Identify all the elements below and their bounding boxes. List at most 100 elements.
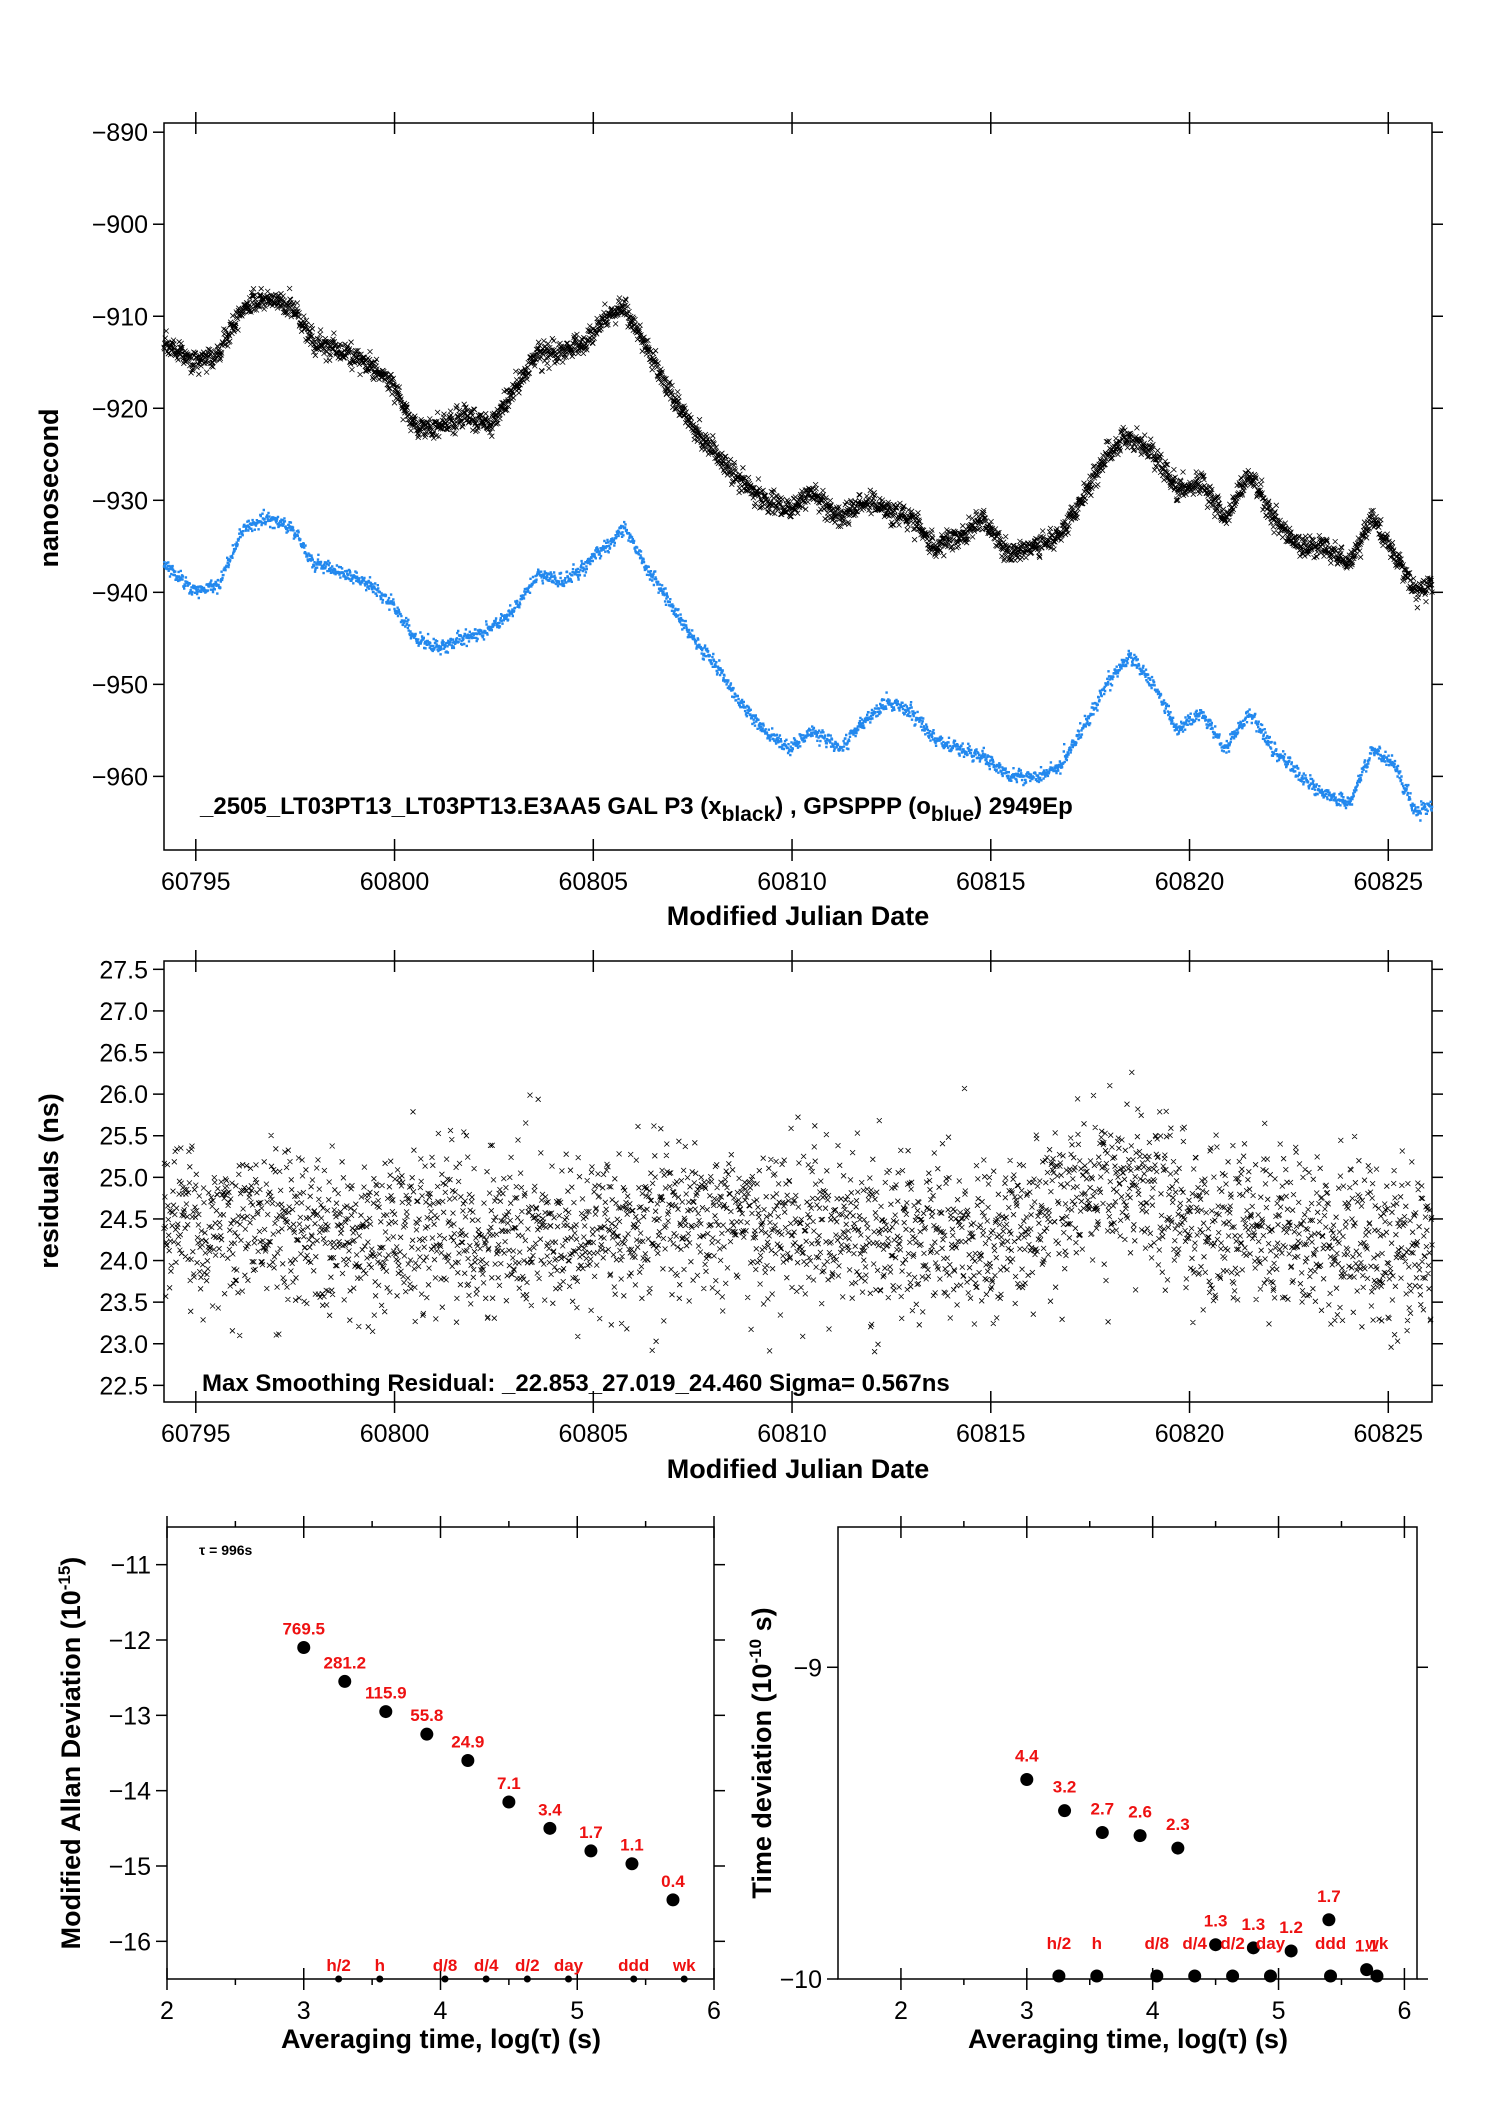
tdev-x-tick-labels: 2 3 4 5 6 — [894, 1997, 1411, 2025]
x-tick-label: 60815 — [956, 1420, 1026, 1448]
mdev-point — [297, 1641, 311, 1655]
x-tick-label: 6 — [1397, 1997, 1411, 2025]
residuals-series — [161, 1069, 1435, 1355]
x-tick-label: 60810 — [757, 1420, 827, 1448]
mdev-point — [420, 1727, 434, 1741]
tdev-point-label: 1.7 — [1317, 1887, 1341, 1906]
tdev-point-label: 2.3 — [1166, 1815, 1190, 1834]
y-tick-label: 23.5 — [99, 1289, 148, 1317]
y-tick-label: −15 — [109, 1853, 151, 1881]
tdev-points: 4.4 3.2 2.7 2.6 2.3 1.3 1.3 1.2 1.7 1.1 — [1015, 1746, 1378, 1977]
y-tick-label: 25.0 — [99, 1164, 148, 1192]
tdev-reference-label: d/8 — [1145, 1934, 1170, 1953]
residuals-y-tick-labels: 22.5 23.0 23.5 24.0 24.5 25.0 25.5 26.0 26.5 27.0… — [99, 956, 148, 1400]
caption-prefix: _2505_LT03PT13_LT03PT13.E3AA5 GAL P3 (x — [199, 793, 722, 820]
mdev-y-label-exp: -15 — [55, 1566, 74, 1591]
mdev-point — [379, 1705, 393, 1719]
mdev-point-label: 3.4 — [538, 1800, 562, 1819]
mdev-point — [625, 1857, 639, 1871]
mdev-reference-label: d/4 — [474, 1956, 499, 1975]
mdev-reference-dot — [680, 1975, 688, 1983]
tdev-point-label: 3.2 — [1053, 1778, 1077, 1797]
tdev-reference-label: d/4 — [1182, 1934, 1207, 1953]
x-tick-label: 2 — [894, 1997, 908, 2025]
mdev-point — [461, 1754, 475, 1768]
x-tick-label: 4 — [434, 1997, 448, 2025]
mdev-point-label: 7.1 — [497, 1774, 521, 1793]
tdev-point-label: 1.3 — [1242, 1915, 1266, 1934]
mdev-reference-label: day — [554, 1956, 584, 1975]
x-tick-label: 5 — [1272, 1997, 1286, 2025]
y-tick-label: 26.5 — [99, 1040, 148, 1068]
tdev-reference-dot — [1052, 1969, 1066, 1983]
mdev-reference-dot — [441, 1975, 449, 1983]
tdev-y-label-end: s) — [747, 1607, 777, 1639]
gal-p3-series — [161, 285, 1435, 611]
tdev-point-label: 4.4 — [1015, 1746, 1039, 1765]
x-tick-label: 60800 — [360, 868, 430, 896]
y-tick-label: −14 — [109, 1778, 152, 1806]
mdev-reference-label: d/2 — [515, 1956, 540, 1975]
y-tick-label: −890 — [92, 119, 148, 147]
tdev-y-tick-labels: −9 −10 — [780, 1654, 822, 1994]
x-tick-label: 60805 — [559, 1420, 629, 1448]
x-tick-label: 3 — [1020, 1997, 1034, 2025]
tdev-reference-dot — [1226, 1969, 1240, 1983]
y-tick-label: −13 — [109, 1702, 151, 1730]
residuals-frame — [163, 960, 1433, 1403]
y-tick-label: 22.5 — [99, 1372, 148, 1400]
timeseries-frame — [163, 122, 1433, 851]
mdev-reference-label: wk — [672, 1956, 696, 1975]
tdev-reference-label: d/2 — [1220, 1934, 1245, 1953]
y-tick-label: −900 — [92, 211, 148, 239]
mdev-point — [584, 1844, 598, 1858]
timeseries-y-axis-label: nanosecond — [34, 408, 64, 567]
residuals-y-axis-label: residuals (ns) — [34, 1093, 64, 1269]
mdev-point — [543, 1821, 557, 1835]
x-tick-label: 4 — [1146, 1997, 1160, 2025]
mdev-points: 769.5 281.2 115.955.8 24.9 7.1 3.4 1.7 1.1 0.4 — [282, 1620, 685, 1907]
tdev-reference-label: ddd — [1315, 1934, 1346, 1953]
tdev-reference-dot — [1090, 1969, 1104, 1983]
tdev-reference-label: h/2 — [1047, 1934, 1072, 1953]
mdev-reference-dot — [523, 1975, 531, 1983]
mdev-y-label-text: Modified Allan Deviation (10 — [56, 1590, 86, 1949]
timeseries-panel: 60795 60800 60805 60810 60815 60820 60825 −890… — [34, 112, 1443, 931]
tdev-point — [1360, 1963, 1374, 1977]
mdev-reference-label: h — [375, 1956, 385, 1975]
tdev-point — [1246, 1941, 1260, 1955]
mdev-ticks — [156, 1516, 725, 1990]
tau-annotation: τ = 996s — [199, 1542, 253, 1558]
y-tick-label: −950 — [92, 671, 148, 699]
residuals-x-axis-label: Modified Julian Date — [667, 1454, 930, 1484]
caption-sub-black: black — [722, 803, 776, 826]
timeseries-y-tick-labels: −890 −900 −910 −920 −930 −940 −950 −960 — [92, 119, 148, 791]
timeseries-caption: _2505_LT03PT13_LT03PT13.E3AA5 GAL P3 (xb… — [199, 793, 1073, 826]
x-tick-label: 60795 — [161, 868, 231, 896]
gpsppp-markers — [162, 508, 1434, 822]
mdev-point-label: 24.9 — [451, 1733, 484, 1752]
tdev-point — [1322, 1913, 1336, 1927]
mdev-point-label: 0.4 — [661, 1872, 685, 1891]
mdev-y-label-end: ) — [56, 1557, 86, 1566]
tdev-point — [1095, 1825, 1109, 1839]
mdev-point — [502, 1795, 516, 1809]
x-tick-label: 60795 — [161, 1420, 231, 1448]
x-tick-label: 2 — [160, 1997, 174, 2025]
mdev-point-label: 1.1 — [620, 1836, 644, 1855]
residuals-caption: Max Smoothing Residual: _22.853_27.019_2… — [202, 1370, 950, 1397]
caption-suffix: ) 2949Ep — [974, 793, 1073, 820]
tdev-reference-label: wk — [1365, 1934, 1389, 1953]
y-tick-label: −9 — [793, 1654, 822, 1682]
gpsppp-series — [162, 508, 1434, 822]
y-tick-label: 23.0 — [99, 1331, 148, 1359]
timeseries-x-axis-label: Modified Julian Date — [667, 901, 930, 931]
mdev-reference-dot — [335, 1975, 343, 1983]
mdev-reference-dot — [630, 1975, 638, 1983]
x-tick-label: 6 — [707, 1997, 721, 2025]
tdev-y-axis-label: Time deviation (10-10 s) — [746, 1607, 777, 1898]
y-tick-label: −940 — [92, 579, 148, 607]
tdev-reference-label: h — [1092, 1934, 1102, 1953]
x-tick-label: 60825 — [1354, 868, 1424, 896]
